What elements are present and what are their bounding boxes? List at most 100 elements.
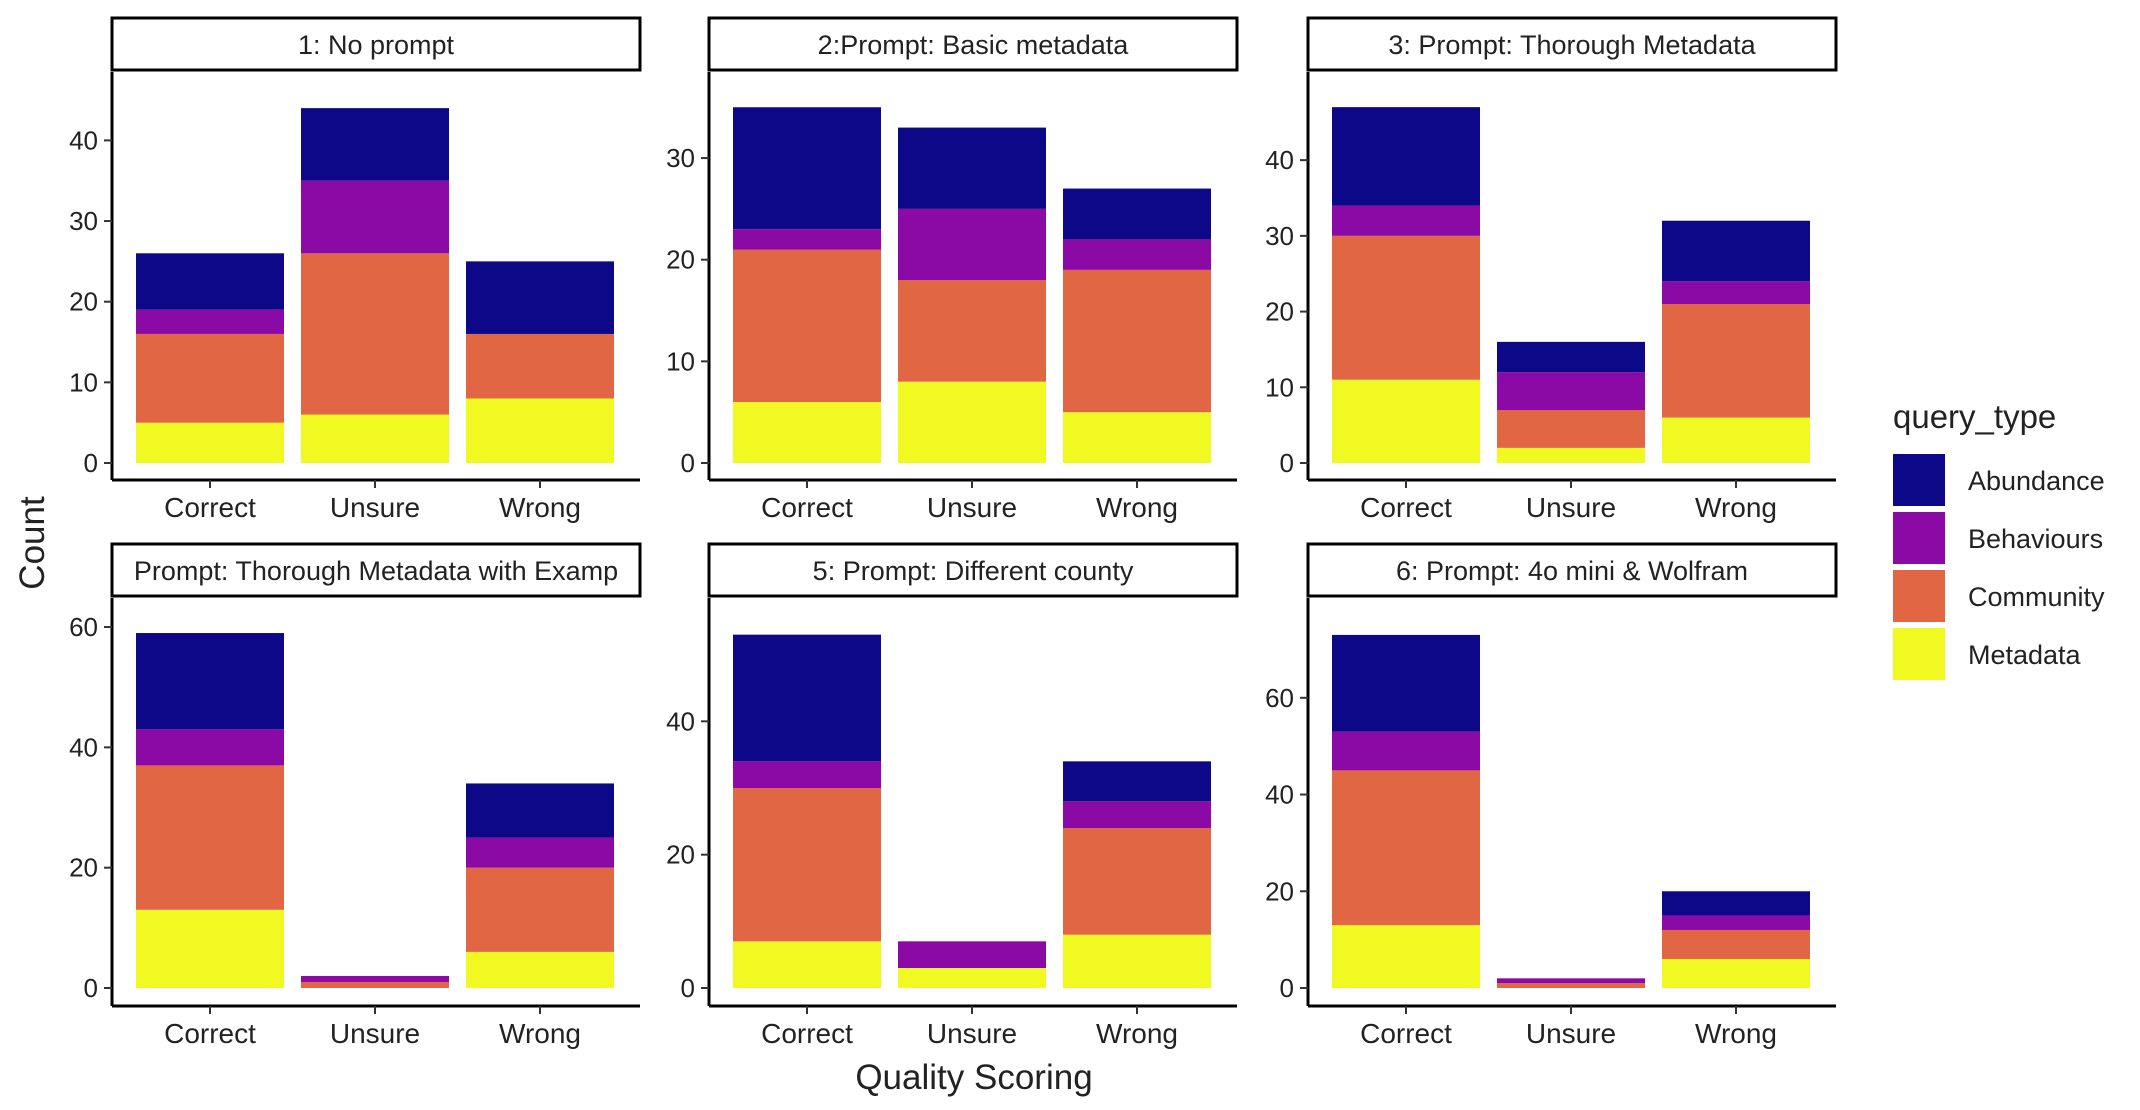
- bar-segment-community-correct: [136, 333, 284, 423]
- bar-segment-behaviours-unsure: [301, 180, 449, 254]
- bar-segment-behaviours-wrong: [1063, 801, 1211, 828]
- y-tick-label: 20: [69, 287, 98, 317]
- bar-segment-behaviours-unsure: [1497, 372, 1645, 410]
- x-tick-label: Unsure: [1526, 1018, 1616, 1049]
- x-axis-title: Quality Scoring: [855, 1058, 1092, 1097]
- facet-panel-5: 5: Prompt: Different county 0 20 40 Correct U…: [666, 542, 1239, 1049]
- x-tick-label: Wrong: [1096, 1018, 1178, 1049]
- bar-segment-community-wrong: [1662, 929, 1810, 959]
- bar-segment-abundance-wrong: [1662, 891, 1810, 916]
- bar-segment-metadata-correct: [1332, 925, 1480, 988]
- facet-panel-6: 6: Prompt: 4o mini & Wolfram 0 20 40 60 Corre…: [1265, 542, 1838, 1049]
- bar-segment-metadata-unsure: [301, 414, 449, 463]
- facet-title: 5: Prompt: Different county: [813, 556, 1134, 586]
- x-tick-label: Correct: [761, 492, 853, 523]
- legend-swatch-abundance: [1893, 454, 1945, 506]
- bar-segment-behaviours-wrong: [466, 837, 614, 868]
- y-tick-label: 0: [84, 973, 98, 1003]
- bar-segment-community-correct: [1332, 770, 1480, 926]
- bar-segment-behaviours-correct: [136, 729, 284, 766]
- y-tick-label: 0: [681, 973, 695, 1003]
- bar-segment-metadata-wrong: [466, 951, 614, 988]
- bar-segment-behaviours-wrong: [1662, 915, 1810, 930]
- bar-segment-metadata-wrong: [466, 398, 614, 463]
- bar-segment-abundance-correct: [1332, 634, 1480, 732]
- y-tick-label: 10: [1265, 372, 1294, 402]
- x-tick-label: Wrong: [499, 1018, 581, 1049]
- bar-segment-abundance-unsure: [1497, 341, 1645, 373]
- y-tick-label: 40: [666, 706, 695, 736]
- bar-segment-behaviours-correct: [733, 229, 881, 250]
- bar-segment-abundance-wrong: [466, 783, 614, 838]
- bar-segment-abundance-correct: [136, 633, 284, 730]
- x-tick-label: Wrong: [1695, 492, 1777, 523]
- facet-strip: [110, 16, 642, 72]
- y-tick-label: 20: [1265, 297, 1294, 327]
- facet-panel-4: Prompt: Thorough Metadata with Examp 0 20 4…: [69, 542, 642, 1049]
- x-tick-label: Unsure: [330, 1018, 420, 1049]
- facet-strip: [110, 542, 642, 598]
- y-tick-label: 0: [1280, 448, 1294, 478]
- bar-segment-abundance-correct: [733, 107, 881, 230]
- facet-title: 2:Prompt: Basic metadata: [818, 30, 1130, 60]
- bar-segment-metadata-correct: [733, 941, 881, 988]
- bar-segment-metadata-wrong: [1662, 417, 1810, 463]
- bar-segment-abundance-wrong: [1063, 761, 1211, 802]
- bar-segment-abundance-wrong: [466, 261, 614, 334]
- x-tick-label: Unsure: [927, 1018, 1017, 1049]
- bar-segment-metadata-correct: [733, 402, 881, 463]
- y-tick-label: 40: [69, 125, 98, 155]
- y-tick-label: 0: [1280, 973, 1294, 1003]
- legend-swatch-community: [1893, 570, 1945, 622]
- y-tick-label: 40: [1265, 145, 1294, 175]
- bar-segment-community-wrong: [1063, 269, 1211, 413]
- legend-label-behaviours: Behaviours: [1968, 524, 2103, 554]
- bar-segment-community-wrong: [1063, 828, 1211, 935]
- y-tick-label: 30: [1265, 221, 1294, 251]
- bar-segment-behaviours-unsure: [301, 975, 449, 982]
- legend: query_type Abundance Behaviours Community M…: [1893, 398, 2105, 680]
- x-tick-label: Unsure: [1526, 492, 1616, 523]
- bar-segment-behaviours-correct: [733, 761, 881, 788]
- legend-title: query_type: [1893, 398, 2056, 435]
- bar-segment-community-wrong: [1662, 304, 1810, 418]
- y-tick-label: 40: [1265, 780, 1294, 810]
- legend-label-metadata: Metadata: [1968, 640, 2082, 670]
- facet-strip: [707, 16, 1239, 72]
- x-tick-label: Correct: [1360, 1018, 1452, 1049]
- y-tick-label: 20: [666, 840, 695, 870]
- bar-segment-community-wrong: [466, 333, 614, 399]
- bar-segment-abundance-wrong: [1063, 188, 1211, 240]
- x-tick-label: Correct: [1360, 492, 1452, 523]
- bar-segment-metadata-unsure: [898, 381, 1046, 463]
- bar-segment-community-correct: [136, 765, 284, 910]
- x-tick-label: Correct: [164, 1018, 256, 1049]
- bar-segment-abundance-unsure: [301, 108, 449, 181]
- y-tick-label: 60: [1265, 683, 1294, 713]
- bar-segment-metadata-correct: [136, 422, 284, 463]
- x-tick-label: Unsure: [927, 492, 1017, 523]
- bar-segment-behaviours-wrong: [1662, 281, 1810, 304]
- bar-segment-behaviours-unsure: [898, 941, 1046, 968]
- x-tick-label: Wrong: [1695, 1018, 1777, 1049]
- facet-strip: [1306, 542, 1838, 598]
- x-tick-label: Wrong: [1096, 492, 1178, 523]
- legend-label-abundance: Abundance: [1968, 466, 2105, 496]
- bar-segment-metadata-unsure: [898, 968, 1046, 988]
- y-tick-label: 20: [69, 853, 98, 883]
- bar-segment-metadata-wrong: [1063, 412, 1211, 463]
- legend-swatch-metadata: [1893, 628, 1945, 680]
- facet-panel-2: 2:Prompt: Basic metadata 0 10 20 30 Correct Un…: [666, 16, 1239, 523]
- bar-segment-community-unsure: [898, 280, 1046, 382]
- bar-segment-community-unsure: [1497, 410, 1645, 448]
- bar-segment-behaviours-wrong: [1063, 239, 1211, 270]
- facet-panel-1: 1: No prompt 0 10 20 30 40 Correct Unsure Wrong: [69, 16, 642, 523]
- bar-segment-abundance-correct: [733, 634, 881, 762]
- bar-segment-community-wrong: [466, 867, 614, 952]
- bar-segment-behaviours-correct: [1332, 731, 1480, 771]
- bar-segment-community-unsure: [1497, 983, 1645, 988]
- facet-title: 1: No prompt: [298, 30, 455, 60]
- x-tick-label: Correct: [761, 1018, 853, 1049]
- bar-segment-behaviours-unsure: [898, 208, 1046, 281]
- y-tick-label: 20: [1265, 876, 1294, 906]
